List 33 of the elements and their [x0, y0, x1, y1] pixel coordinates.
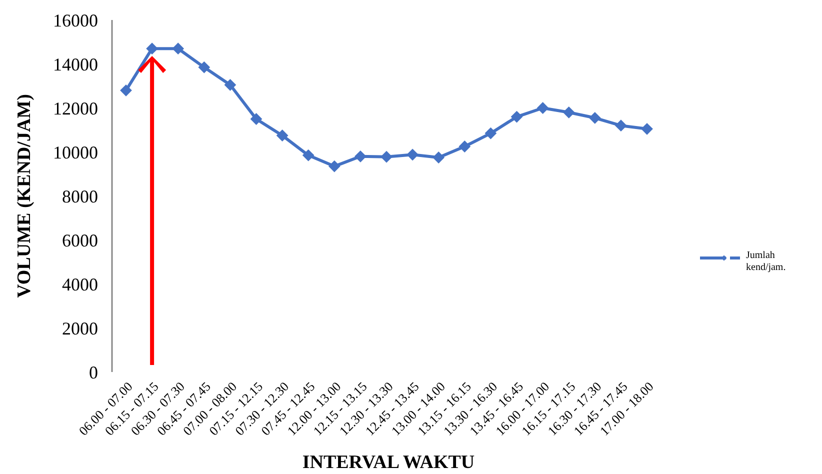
legend-label: Jumlah kend/jam. — [746, 250, 786, 273]
point — [224, 78, 236, 91]
point — [120, 84, 132, 96]
point — [458, 140, 471, 152]
point — [250, 113, 262, 125]
y-tick-label: 0 — [89, 362, 98, 382]
y-tick-label: 2000 — [62, 318, 98, 338]
y-tick-label: 10000 — [53, 142, 98, 162]
point — [588, 112, 601, 124]
y-tick-label: 14000 — [53, 54, 98, 74]
point — [146, 42, 158, 55]
point — [380, 150, 392, 163]
y-tick-label: 6000 — [62, 230, 98, 250]
y-tick-label: 12000 — [53, 98, 98, 118]
point — [484, 127, 497, 140]
y-tick-label: 8000 — [62, 186, 98, 206]
point — [562, 106, 575, 118]
point — [276, 130, 288, 142]
point — [172, 42, 184, 55]
point — [354, 150, 366, 162]
point — [198, 61, 210, 74]
x-axis-title: INTERVAL WAKTU — [302, 452, 475, 473]
y-tick-label: 4000 — [62, 274, 98, 294]
point — [328, 160, 340, 172]
point — [536, 102, 549, 114]
y-tick-label: 16000 — [53, 10, 98, 30]
point — [302, 149, 314, 162]
point — [510, 110, 523, 123]
point — [432, 152, 445, 164]
point — [406, 148, 418, 161]
point — [615, 120, 627, 132]
y-axis-title: VOLUME (KEND/JAM) — [14, 94, 35, 298]
point — [641, 122, 653, 135]
